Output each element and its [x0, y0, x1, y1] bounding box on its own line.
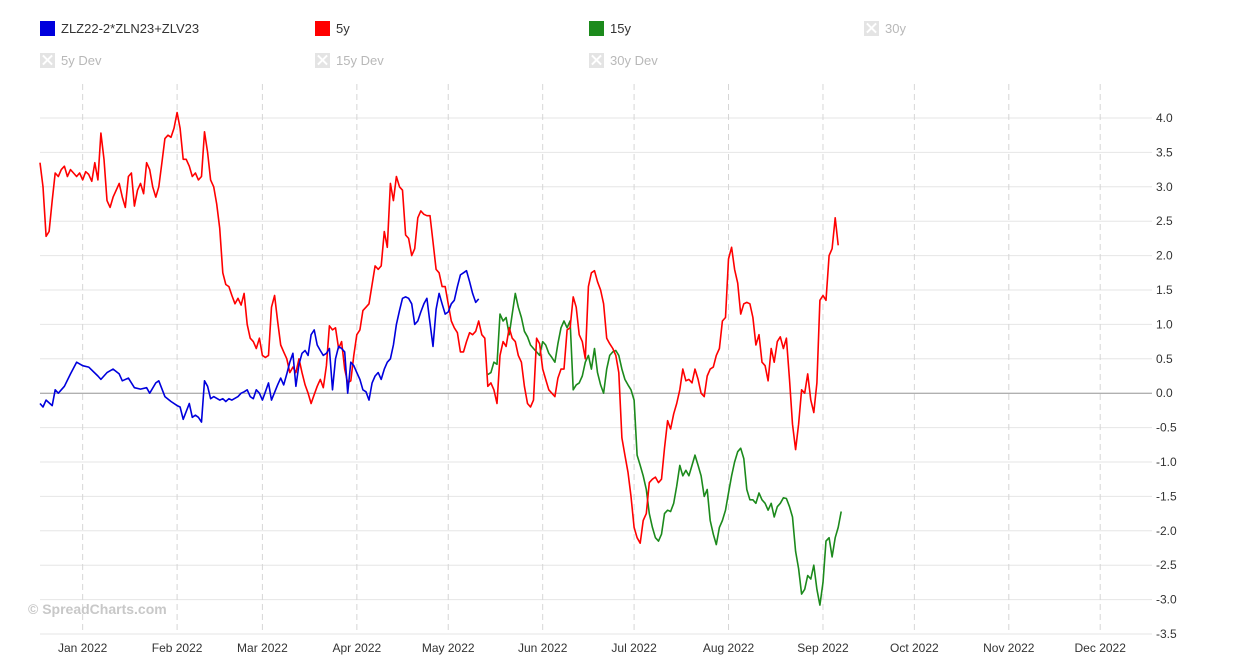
x-tick-label: Sep 2022	[797, 641, 849, 655]
legend-label-spread: ZLZ22-2*ZLN23+ZLV23	[61, 21, 200, 36]
legend-swatch-15y	[589, 21, 604, 36]
legend-item-30y-dev[interactable]: 30y Dev	[589, 53, 658, 68]
legend-swatch-5y	[315, 21, 330, 36]
chart-legend: ZLZ22-2*ZLN23+ZLV23 5y 15y 30y 5y Dev 15…	[0, 0, 1234, 84]
y-tick-label: -0.5	[1156, 421, 1177, 435]
series-line-1	[39, 111, 839, 545]
x-tick-label: Jan 2022	[58, 641, 108, 655]
x-tick-label: May 2022	[422, 641, 475, 655]
y-tick-label: -2.5	[1156, 558, 1177, 572]
series-layer	[39, 111, 842, 606]
y-tick-label: -1.5	[1156, 489, 1177, 503]
legend-label-5y-dev: 5y Dev	[61, 53, 102, 68]
series-line-2	[487, 292, 842, 606]
spread-chart: -3.5 -3.0 -2.5 -2.0 -1.5 -1.0 -0.5 0.0 0.5 1.0 1.5…	[28, 84, 1177, 655]
x-tick-label: Jul 2022	[611, 641, 657, 655]
legend-item-15y[interactable]: 15y	[589, 21, 631, 36]
legend-label-15y: 15y	[610, 21, 631, 36]
legend-swatch-30y-hidden-icon	[864, 21, 879, 36]
series-line-0	[39, 269, 480, 423]
y-tick-label: 1.0	[1156, 317, 1173, 331]
x-tick-label: Mar 2022	[237, 641, 288, 655]
x-tick-label: Oct 2022	[890, 641, 939, 655]
vertical-gridlines	[82, 84, 1101, 634]
y-tick-label: 0.5	[1156, 352, 1173, 366]
x-tick-label: Nov 2022	[983, 641, 1035, 655]
y-tick-label: -3.5	[1156, 627, 1177, 641]
y-tick-label: 1.5	[1156, 283, 1173, 297]
y-tick-label: -1.0	[1156, 455, 1177, 469]
legend-swatch-spread	[40, 21, 55, 36]
legend-swatch-5y-dev-hidden-icon	[40, 53, 55, 68]
horizontal-gridlines	[40, 117, 1152, 635]
x-tick-label: Feb 2022	[152, 641, 203, 655]
y-tick-label: 4.0	[1156, 111, 1173, 125]
legend-label-30y: 30y	[885, 21, 906, 36]
legend-label-15y-dev: 15y Dev	[336, 53, 384, 68]
y-tick-label: 2.0	[1156, 249, 1173, 263]
y-axis-labels: -3.5 -3.0 -2.5 -2.0 -1.5 -1.0 -0.5 0.0 0.5 1.0 1.5…	[1156, 111, 1177, 641]
y-tick-label: -3.0	[1156, 593, 1177, 607]
legend-swatch-15y-dev-hidden-icon	[315, 53, 330, 68]
legend-label-5y: 5y	[336, 21, 350, 36]
x-tick-label: Dec 2022	[1075, 641, 1127, 655]
x-tick-label: Jun 2022	[518, 641, 568, 655]
x-tick-label: Aug 2022	[703, 641, 755, 655]
y-tick-label: 2.5	[1156, 214, 1173, 228]
legend-item-spread[interactable]: ZLZ22-2*ZLN23+ZLV23	[40, 21, 199, 36]
x-axis-labels: Jan 2022 Feb 2022 Mar 2022 Apr 2022 May 2022…	[58, 641, 1126, 655]
legend-item-5y[interactable]: 5y	[315, 21, 350, 36]
y-tick-label: 3.5	[1156, 145, 1173, 159]
y-tick-label: 0.0	[1156, 386, 1173, 400]
legend-item-30y[interactable]: 30y	[864, 21, 906, 36]
legend-swatch-30y-dev-hidden-icon	[589, 53, 604, 68]
watermark: © SpreadCharts.com	[28, 601, 167, 617]
x-tick-label: Apr 2022	[332, 641, 381, 655]
y-tick-label: 3.0	[1156, 180, 1173, 194]
legend-item-5y-dev[interactable]: 5y Dev	[40, 53, 101, 68]
y-tick-label: -2.0	[1156, 524, 1177, 538]
legend-label-30y-dev: 30y Dev	[610, 53, 658, 68]
legend-item-15y-dev[interactable]: 15y Dev	[315, 53, 384, 68]
